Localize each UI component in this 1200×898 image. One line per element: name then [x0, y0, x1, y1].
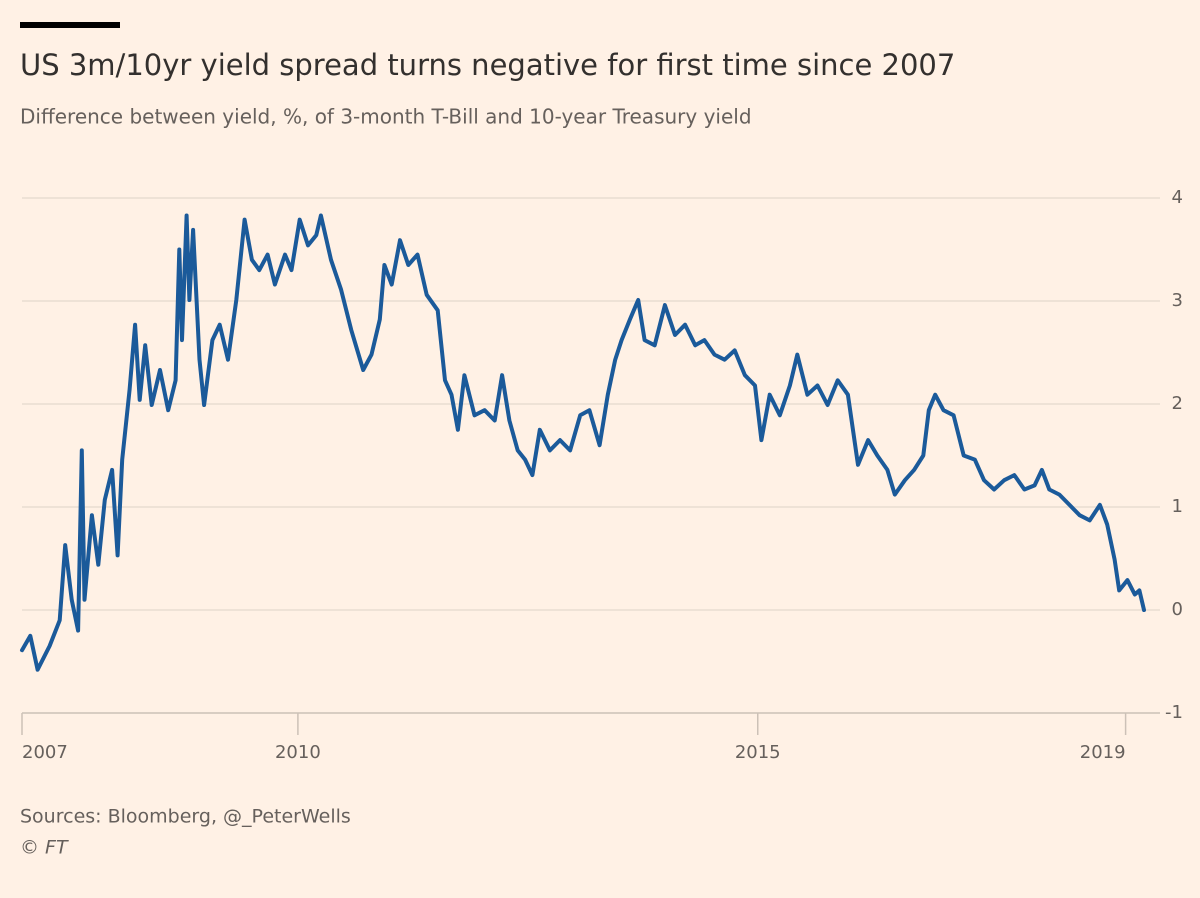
y-tick-label: 4 — [1172, 187, 1183, 208]
x-tick-label: 2007 — [22, 742, 68, 763]
source: Sources: Bloomberg, @_PeterWells — [20, 806, 351, 828]
x-tick-label: 2019 — [1080, 742, 1126, 763]
y-tick-label: 2 — [1172, 393, 1183, 414]
brand-bar — [20, 22, 120, 28]
credit: © FT — [20, 837, 69, 859]
y-tick-label: 0 — [1172, 599, 1183, 620]
y-tick-label: -1 — [1165, 702, 1183, 723]
plot — [20, 213, 1146, 672]
chart-subtitle: Difference between yield, %, of 3-month … — [20, 105, 752, 129]
spread-line — [20, 213, 1146, 672]
y-tick-label: 1 — [1172, 496, 1183, 517]
grid — [21, 197, 1160, 735]
x-tick-label: 2015 — [735, 742, 781, 763]
x-tick-label: 2010 — [275, 742, 321, 763]
y-tick-label: 3 — [1172, 290, 1183, 311]
chart-title: US 3m/10yr yield spread turns negative f… — [20, 48, 955, 82]
